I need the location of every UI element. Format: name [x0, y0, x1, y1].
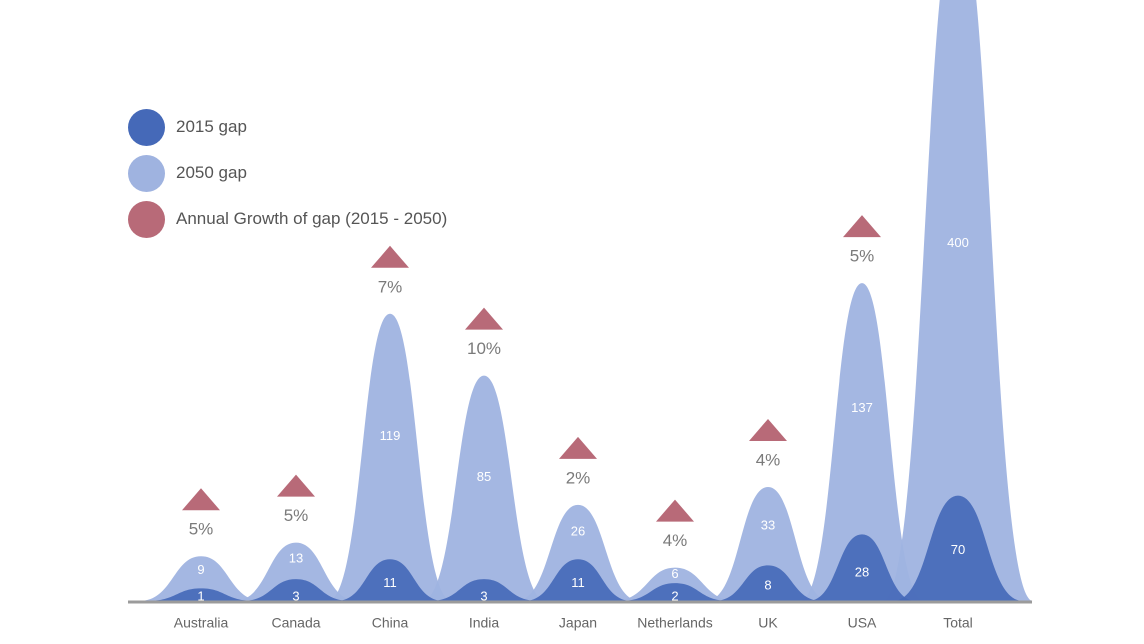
growth-triangle-australia: [182, 488, 220, 511]
legend-item-growth: Annual Growth of gap (2015 - 2050): [128, 196, 447, 242]
area-2050-china: [328, 313, 452, 601]
value-2050-uk: 33: [761, 518, 775, 533]
value-2015-china: 11: [383, 575, 397, 590]
growth-label-canada: 5%: [284, 506, 309, 525]
value-2050-japan: 26: [571, 524, 585, 539]
category-label-total: Total: [943, 615, 973, 631]
growth-triangle-india: [465, 307, 503, 330]
growth-triangle-japan: [559, 436, 597, 459]
growth-triangle-china: [371, 245, 409, 268]
value-2050-india: 85: [477, 469, 491, 484]
category-label-uk: UK: [758, 615, 778, 631]
value-2015-japan: 11: [571, 575, 585, 590]
area-2050-india: [422, 375, 546, 601]
value-2015-usa: 28: [855, 564, 869, 579]
growth-label-china: 7%: [378, 277, 403, 296]
legend-swatch-growth: [128, 200, 165, 238]
growth-label-india: 10%: [467, 339, 501, 358]
legend-swatch-2015: [128, 108, 165, 146]
legend-item-2015: 2015 gap: [128, 104, 447, 150]
area-2050-uk: [706, 486, 830, 601]
series-2015-layer: [147, 495, 1023, 601]
growth-triangle-netherlands: [656, 499, 694, 522]
growth-label-uk: 4%: [756, 450, 781, 469]
area-2015-total: [893, 495, 1023, 601]
category-label-china: China: [372, 615, 409, 631]
category-label-australia: Australia: [174, 615, 229, 631]
value-2050-netherlands: 6: [671, 566, 678, 581]
growth-triangle-usa: [843, 215, 881, 238]
area-2050-japan: [516, 504, 640, 601]
legend-label-2050: 2050 gap: [176, 163, 247, 182]
area-2015-india: [430, 579, 538, 601]
value-2015-uk: 8: [764, 577, 771, 592]
legend-swatch-2050: [128, 154, 165, 192]
value-2050-canada: 13: [289, 551, 303, 566]
growth-label-usa: 5%: [850, 247, 875, 266]
area-2015-japan: [524, 559, 632, 601]
value-2050-china: 119: [380, 428, 401, 443]
area-2015-australia: [147, 588, 255, 601]
legend: 2015 gap 2050 gap Annual Growth of gap (…: [128, 104, 447, 242]
value-2015-australia: 1: [197, 588, 204, 603]
area-2015-netherlands: [621, 583, 729, 601]
series-2050-layer: [139, 0, 1033, 601]
growth-triangle-uk: [749, 418, 787, 441]
value-2015-total: 70: [951, 542, 965, 557]
area-2015-usa: [808, 534, 916, 601]
area-2050-total: [883, 0, 1033, 601]
value-2015-india: 3: [480, 588, 487, 603]
category-label-canada: Canada: [271, 615, 320, 631]
category-label-india: India: [469, 615, 500, 631]
value-2015-netherlands: 2: [671, 588, 678, 603]
area-2050-canada: [234, 542, 358, 601]
category-label-netherlands: Netherlands: [637, 615, 713, 631]
growth-label-japan: 2%: [566, 468, 591, 487]
area-2050-australia: [139, 556, 263, 601]
area-2015-china: [336, 559, 444, 601]
growth-triangle-canada: [277, 474, 315, 497]
area-2050-usa: [800, 283, 924, 601]
value-2015-canada: 3: [292, 588, 299, 603]
value-2050-usa: 137: [851, 400, 873, 415]
category-label-japan: Japan: [559, 615, 597, 631]
growth-label-netherlands: 4%: [663, 531, 688, 550]
category-label-usa: USA: [848, 615, 877, 631]
legend-label-growth: Annual Growth of gap (2015 - 2050): [176, 209, 448, 228]
legend-label-2015: 2015 gap: [176, 117, 247, 136]
growth-label-australia: 5%: [189, 520, 214, 539]
value-2050-total: 400: [947, 235, 969, 250]
legend-item-2050: 2050 gap: [128, 150, 447, 196]
area-2015-canada: [242, 579, 350, 601]
value-2050-australia: 9: [197, 562, 204, 577]
labels-layer: 1 9 5% Australia 3 13 5% Canada 11 119 7% China 3 85 1…: [174, 215, 973, 631]
area-2015-uk: [714, 565, 822, 601]
